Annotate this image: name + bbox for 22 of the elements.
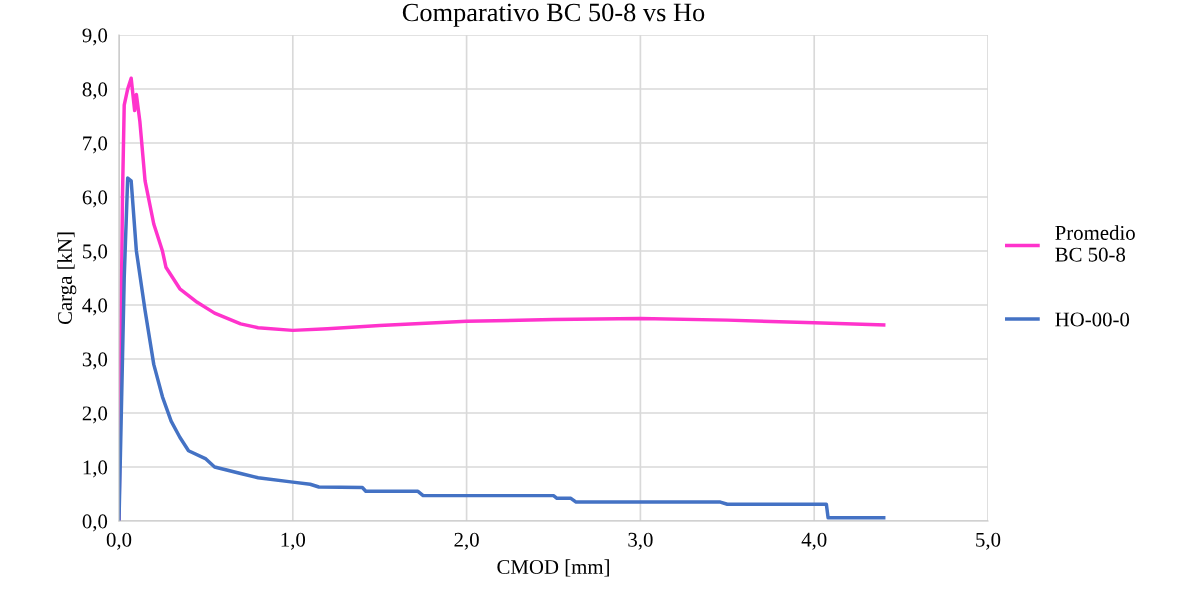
y-tick-label: 2,0	[82, 406, 108, 424]
x-tick-label: 4,0	[801, 532, 827, 550]
y-tick-label: 5,0	[83, 244, 108, 262]
y-tick-label: 6,0	[82, 190, 108, 208]
x-tick-label: 0,0	[106, 532, 132, 550]
y-tick-label: 7,0	[83, 136, 108, 154]
x-tick-label: 5,0	[976, 532, 1001, 550]
y-tick-label: 8,0	[82, 82, 108, 100]
x-tick-label: 3,0	[628, 532, 653, 550]
y-tick-label: 1,0	[83, 460, 108, 478]
chart-title: Comparativo BC 50-8 vs Ho	[402, 3, 705, 27]
y-axis-title: Carga [kN]	[57, 232, 77, 325]
x-axis-title: CMOD [mm]	[497, 559, 609, 577]
legend-label: HO-00-0	[1055, 312, 1130, 327]
legend-label: Promedio BC 50-8	[1055, 225, 1135, 262]
y-tick-label: 3,0	[82, 352, 108, 370]
y-tick-label: 4,0	[82, 298, 108, 316]
y-tick-label: 9,0	[82, 28, 108, 46]
y-tick-label: 0,0	[82, 514, 108, 532]
line-series	[119, 176, 886, 521]
x-tick-label: 1,0	[281, 532, 306, 550]
x-tick-label: 2,0	[454, 532, 479, 550]
